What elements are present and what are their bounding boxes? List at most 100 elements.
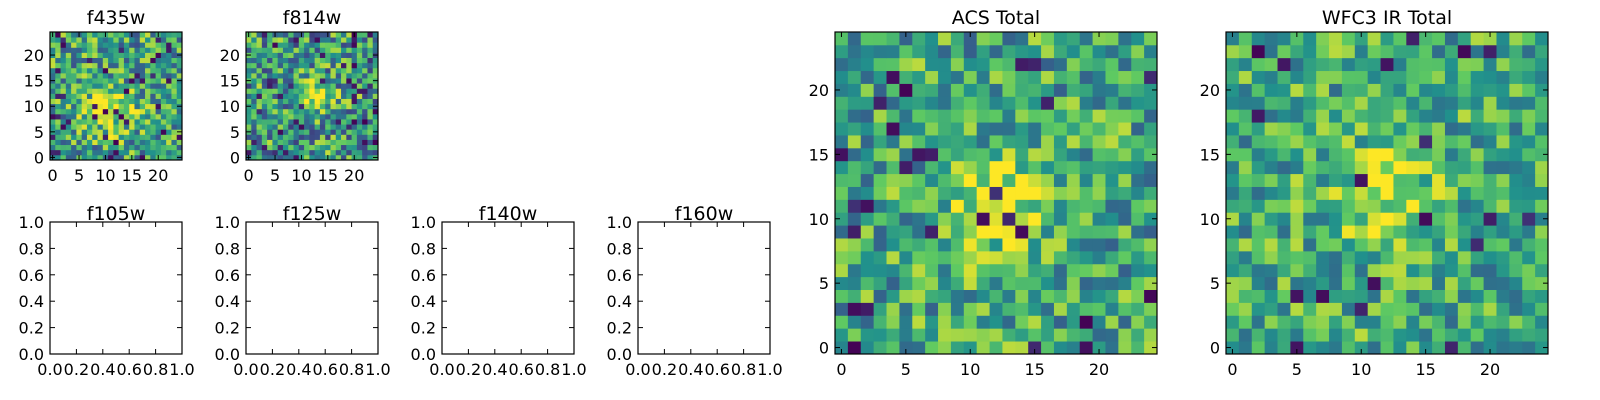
heatmap-cell — [1053, 341, 1068, 355]
heatmap-cell — [92, 113, 98, 120]
heatmap-cell — [335, 119, 342, 125]
heatmap-cell — [1053, 302, 1068, 316]
heatmap-cell — [81, 108, 88, 115]
heatmap-cell — [1535, 341, 1549, 355]
heatmap-cell — [309, 119, 316, 125]
heatmap-cell — [314, 144, 321, 151]
heatmap-cell — [272, 52, 279, 58]
heatmap-cell — [1367, 263, 1381, 278]
heatmap-cell — [1002, 199, 1016, 213]
heatmap-cell — [963, 302, 978, 316]
heatmap-cell — [81, 52, 88, 58]
heatmap-cell — [134, 32, 141, 38]
heatmap-cell — [367, 52, 374, 58]
heatmap-cell — [1105, 302, 1119, 316]
heatmap-cell — [1303, 173, 1317, 187]
heatmap-cell — [102, 103, 109, 110]
heatmap-cell — [351, 119, 358, 125]
heatmap-cell — [1432, 315, 1446, 329]
heatmap-cell — [86, 42, 93, 48]
heatmap-cell — [1509, 212, 1523, 226]
panel-title: ACS Total — [952, 7, 1040, 29]
heatmap-cell — [847, 83, 862, 97]
heatmap-cell — [277, 67, 284, 74]
heatmap-cell — [1406, 57, 1420, 72]
heatmap-cell — [171, 103, 178, 110]
heatmap-cell — [65, 72, 72, 79]
heatmap-cell — [145, 72, 151, 79]
heatmap-cell — [304, 108, 310, 115]
heatmap-cell — [335, 108, 342, 115]
heatmap-cell — [166, 67, 172, 74]
y-tick-label: 20 — [809, 81, 829, 100]
heatmap-cell — [835, 328, 849, 342]
heatmap-cell — [1118, 250, 1132, 265]
heatmap-cell — [362, 129, 368, 135]
heatmap-cell — [873, 328, 887, 342]
heatmap-cell — [351, 42, 358, 48]
heatmap-cell — [1341, 147, 1356, 162]
heatmap-cell — [298, 149, 305, 156]
heatmap-cell — [938, 32, 952, 46]
heatmap-cell — [1144, 122, 1158, 136]
heatmap-cell — [171, 139, 178, 146]
x-tick-label: 1.0 — [169, 360, 194, 379]
heatmap-cell — [92, 78, 98, 84]
heatmap-cell — [963, 147, 978, 162]
heatmap-cell — [346, 124, 352, 130]
heatmap-cell — [1380, 135, 1394, 149]
heatmap-cell — [912, 44, 926, 59]
heatmap-cell — [886, 70, 900, 84]
heatmap-cell — [372, 67, 379, 74]
heatmap-cell — [50, 93, 56, 99]
heatmap-cell — [1522, 263, 1536, 278]
heatmap-cell — [298, 88, 305, 94]
heatmap-cell — [1028, 83, 1042, 97]
heatmap-cell — [1496, 186, 1510, 200]
heatmap-cell — [309, 144, 316, 151]
heatmap-cell — [1535, 109, 1549, 123]
heatmap-cell — [319, 52, 326, 58]
x-tick-label: 0 — [244, 166, 254, 185]
heatmap-cell — [155, 78, 162, 84]
heatmap-cell — [367, 108, 374, 115]
heatmap-cell — [1367, 44, 1381, 59]
heatmap-cell — [267, 103, 273, 110]
heatmap-cell — [150, 129, 156, 135]
heatmap-cell — [1393, 328, 1407, 342]
heatmap-cell — [60, 154, 67, 161]
heatmap-cell — [1238, 276, 1253, 290]
heatmap-cell — [989, 263, 1003, 278]
heatmap-cell — [118, 139, 125, 146]
heatmap-cell — [123, 103, 130, 110]
heatmap-cell — [272, 83, 279, 89]
heatmap-cell — [899, 96, 913, 110]
heatmap-cell — [298, 93, 305, 99]
heatmap-cell — [60, 57, 67, 64]
y-tick-label: 5 — [819, 274, 829, 293]
heatmap-cell — [925, 147, 939, 162]
heatmap-cell — [1002, 32, 1016, 46]
heatmap-cell — [950, 109, 965, 123]
heatmap-cell — [251, 144, 257, 151]
heatmap-cell — [176, 113, 183, 120]
heatmap-cell — [1316, 122, 1330, 136]
heatmap-cell — [912, 70, 926, 84]
heatmap-cell — [950, 122, 965, 136]
heatmap-cell — [1535, 186, 1549, 200]
heatmap-cell — [81, 72, 88, 79]
heatmap-cell — [1535, 263, 1549, 278]
heatmap-cell — [1380, 341, 1394, 355]
heatmap-cell — [1277, 263, 1291, 278]
heatmap-cell — [1535, 83, 1549, 97]
heatmap-cell — [282, 62, 289, 69]
heatmap-cell — [76, 124, 83, 130]
y-tick-label: 0.0 — [411, 345, 436, 364]
y-tick-label: 0.8 — [19, 239, 44, 258]
heatmap-cell — [367, 98, 374, 105]
heatmap-cell — [938, 96, 952, 110]
heatmap-cell — [835, 173, 849, 187]
heatmap-cell — [847, 341, 862, 355]
heatmap-cell — [304, 124, 310, 130]
heatmap-cell — [71, 98, 77, 105]
